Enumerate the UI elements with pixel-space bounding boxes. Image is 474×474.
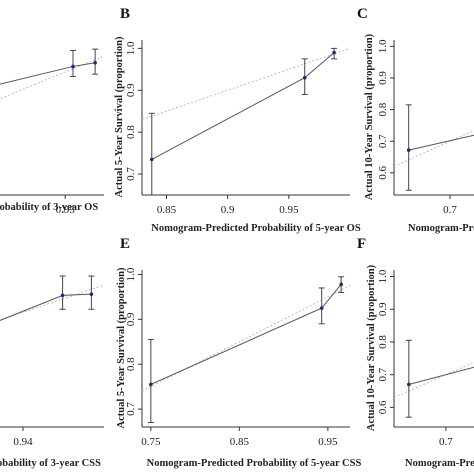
- plot-area: [0, 275, 104, 321]
- data-point: [71, 64, 75, 69]
- x-tick-label: 0.75: [141, 436, 161, 448]
- plot-area: [394, 104, 474, 191]
- x-axis-title: Nomogram-Predicted Probability of 5-year…: [151, 223, 361, 234]
- y-tick-label: 1.0: [377, 39, 389, 53]
- data-point: [149, 382, 153, 387]
- calibration-line: [0, 293, 92, 321]
- x-axis-title: Nomogram-Predi: [405, 458, 474, 469]
- y-tick-label: 0.6: [377, 165, 389, 179]
- y-tick-label: 1.0: [125, 267, 137, 281]
- x-tick-label: 0.95: [318, 436, 338, 448]
- y-tick-label: 0.7: [377, 134, 389, 148]
- plot-area: [142, 47, 350, 195]
- y-tick-label: 0.7: [125, 402, 137, 416]
- panel-letter: F: [357, 236, 366, 252]
- ideal-reference-line: [0, 55, 104, 100]
- x-tick-label: 0.95: [279, 204, 299, 216]
- data-point: [149, 157, 154, 162]
- panel-d: 0.94 obability of 3-year CSS: [0, 275, 104, 469]
- panel-letter: E: [120, 236, 130, 252]
- calibration-line: [408, 366, 474, 385]
- calibration-line: [408, 134, 474, 151]
- data-point: [319, 306, 324, 310]
- y-tick-label: 0.7: [125, 167, 137, 181]
- panel-letter: B: [120, 6, 130, 22]
- plot-area: [0, 48, 104, 100]
- data-point: [93, 60, 97, 65]
- x-tick-label: 0.7: [443, 204, 457, 216]
- y-tick-label: 0.7: [377, 367, 389, 381]
- y-axis-title: Actual 5-Year Survival (proportion): [116, 267, 127, 428]
- y-tick-label: 0.8: [125, 357, 137, 371]
- plot-area: [394, 339, 474, 418]
- x-axis-title: Nomogram-Predicted Probability of 5-year…: [147, 458, 362, 469]
- data-point: [302, 75, 307, 80]
- ideal-reference-line: [142, 285, 350, 392]
- data-point: [332, 50, 336, 55]
- ideal-reference-line: [394, 361, 474, 399]
- plot-area: [142, 276, 350, 424]
- data-point: [60, 293, 65, 298]
- x-tick-label: 0.95: [56, 204, 76, 216]
- data-point: [407, 382, 411, 387]
- y-tick-label: 1.0: [377, 269, 389, 283]
- y-tick-label: 0.9: [125, 312, 137, 326]
- y-tick-label: 0.8: [377, 102, 389, 116]
- y-tick-label: 0.6: [377, 400, 389, 414]
- y-axis-title: Actual 5-Year Survival (proportion): [114, 36, 125, 197]
- y-tick-label: 0.8: [377, 335, 389, 349]
- ideal-reference-line: [394, 129, 474, 167]
- ideal-reference-line: [142, 47, 350, 121]
- y-tick-label: 1.0: [125, 41, 137, 55]
- x-tick-label: 0.9: [221, 204, 235, 216]
- x-axis-title: obability of 3-year CSS: [0, 458, 101, 469]
- data-point: [406, 148, 411, 152]
- calibration-line: [151, 52, 335, 160]
- data-point: [339, 282, 343, 287]
- x-tick-label: 0.85: [157, 204, 177, 216]
- x-tick-label: 0.7: [439, 436, 453, 448]
- calibration-line: [150, 284, 342, 385]
- x-axis-title: robability of 3-year OS: [0, 202, 98, 213]
- y-tick-label: 0.9: [125, 83, 137, 97]
- y-tick-label: 0.8: [125, 125, 137, 139]
- calibration-line: [0, 62, 96, 85]
- y-axis-title: Actual 10-Year Survival (proportion): [364, 33, 375, 200]
- x-tick-label: 0.85: [230, 436, 250, 448]
- x-tick-label: 0.94: [13, 436, 33, 448]
- x-axis-title: Nomogram-Predi: [408, 223, 474, 234]
- y-tick-label: 0.9: [377, 71, 389, 85]
- panel-letter: C: [357, 6, 368, 22]
- y-tick-label: 0.9: [377, 302, 389, 316]
- y-axis-title: Actual 10-Year Survival (proportion): [366, 264, 377, 431]
- data-point: [89, 292, 94, 296]
